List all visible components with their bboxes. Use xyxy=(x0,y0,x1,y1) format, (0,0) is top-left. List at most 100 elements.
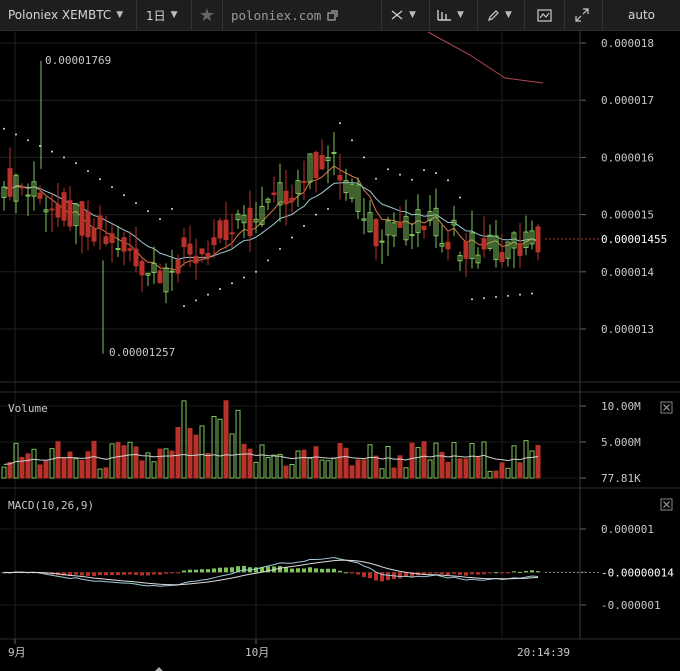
sar-dot xyxy=(75,162,77,165)
candle-body xyxy=(307,153,313,183)
volume-bar xyxy=(361,459,367,479)
volume-bar xyxy=(55,441,61,479)
macd-bar xyxy=(518,572,522,574)
candle-body xyxy=(283,190,289,205)
external-link-icon xyxy=(327,9,338,21)
price-axis-label: 0.000013 xyxy=(601,323,654,336)
sar-dot xyxy=(531,292,533,295)
crosshair-tool[interactable]: ▼ xyxy=(390,0,424,30)
volume-close-button[interactable] xyxy=(660,401,673,414)
macd-bar xyxy=(224,567,228,573)
sar-dot xyxy=(363,156,365,159)
candle-body xyxy=(409,234,415,237)
volume-bar xyxy=(79,459,85,479)
sar-dot xyxy=(51,150,53,153)
volume-axis-label: 5.000M xyxy=(601,436,641,449)
volume-bar xyxy=(499,462,505,479)
drawing-tool[interactable]: ▼ xyxy=(487,0,517,30)
candle-body xyxy=(205,252,211,258)
sar-dot xyxy=(123,194,125,197)
macd-bar xyxy=(74,572,78,575)
sar-dot xyxy=(519,293,521,296)
candle-body xyxy=(73,203,79,227)
volume-bar xyxy=(253,461,259,479)
candle-body xyxy=(505,241,511,259)
volume-bar xyxy=(157,448,163,479)
candle-body xyxy=(187,243,193,255)
sar-dot xyxy=(183,305,185,308)
volume-bar xyxy=(235,409,241,479)
trend-line xyxy=(427,31,544,84)
volume-bar xyxy=(469,443,475,479)
star-icon[interactable]: ★ xyxy=(198,4,216,26)
macd-bar xyxy=(398,572,402,579)
volume-axis-label: 77.81K xyxy=(601,472,641,485)
sar-dot xyxy=(195,299,197,302)
fullscreen-button[interactable] xyxy=(575,0,593,30)
sar-dot xyxy=(207,293,209,296)
candle-body xyxy=(481,238,487,250)
sar-dot xyxy=(243,276,245,279)
macd-axis-label: -0.00000014 xyxy=(601,566,674,579)
volume-bar xyxy=(505,467,511,479)
ema-fast-line xyxy=(3,165,539,271)
candle-body xyxy=(67,200,73,227)
volume-bar xyxy=(319,459,325,479)
site-label: poloniex.com xyxy=(231,7,322,23)
volume-bar xyxy=(475,456,481,479)
volume-bar xyxy=(217,418,223,479)
candle-body xyxy=(325,156,331,162)
macd-bar xyxy=(386,572,390,581)
macd-bar xyxy=(362,572,366,578)
scale-mode-button[interactable]: auto xyxy=(628,0,668,30)
chevron-down-icon: ▼ xyxy=(457,10,464,20)
volume-bar xyxy=(517,462,523,479)
macd-bar xyxy=(68,572,72,576)
price-axis-label: 0.000018 xyxy=(601,37,654,50)
macd-bar xyxy=(92,572,96,577)
macd-close-button[interactable] xyxy=(660,498,673,511)
symbol-selector[interactable]: Poloniex XEMBTC ▼ xyxy=(8,0,128,30)
indicators-icon xyxy=(437,10,451,21)
sar-dot xyxy=(219,287,221,290)
macd-bar xyxy=(182,570,186,573)
macd-bar xyxy=(266,566,270,573)
volume-bar xyxy=(25,453,31,479)
volume-title: Volume xyxy=(8,402,48,415)
volume-bar xyxy=(457,458,463,479)
macd-bar xyxy=(284,567,288,573)
volume-bar xyxy=(289,463,295,479)
current-time-label: 20:14:39 xyxy=(517,646,570,659)
candle-body xyxy=(277,182,283,206)
sar-dot xyxy=(3,127,5,130)
volume-bar xyxy=(265,457,271,479)
candle-body xyxy=(43,209,49,213)
price-chart[interactable]: 0.000018 0.000017 0.000016 0.000015 0.000014… xyxy=(0,30,680,671)
volume-bar xyxy=(271,454,277,479)
candle-body xyxy=(13,174,19,202)
chart-grid xyxy=(0,30,580,639)
indicators-tool[interactable]: ▼ xyxy=(436,0,470,30)
time-label-sep: 9月 xyxy=(8,646,26,659)
volume-bar xyxy=(37,464,43,479)
macd-bar xyxy=(134,572,138,575)
macd-line xyxy=(3,557,539,587)
macd-bar xyxy=(62,572,66,576)
candle-body xyxy=(139,260,145,276)
macd-bar xyxy=(308,567,312,573)
interval-selector[interactable]: 1日 ▼ xyxy=(146,0,186,30)
sar-dot xyxy=(267,259,269,262)
macd-bar xyxy=(242,565,246,573)
site-link[interactable]: poloniex.com xyxy=(231,0,341,30)
high-price-label: 0.00001769 xyxy=(45,54,111,67)
candle-body xyxy=(37,192,43,199)
candle-body xyxy=(181,237,187,248)
screenshot-button[interactable] xyxy=(537,0,555,30)
macd-bar xyxy=(116,572,120,575)
macd-bar xyxy=(326,568,330,573)
candle-body xyxy=(7,168,13,197)
ema-slow-line xyxy=(3,182,539,260)
chevron-down-icon: ▼ xyxy=(505,10,512,20)
macd-bar xyxy=(278,566,282,573)
sar-dot xyxy=(435,172,437,175)
